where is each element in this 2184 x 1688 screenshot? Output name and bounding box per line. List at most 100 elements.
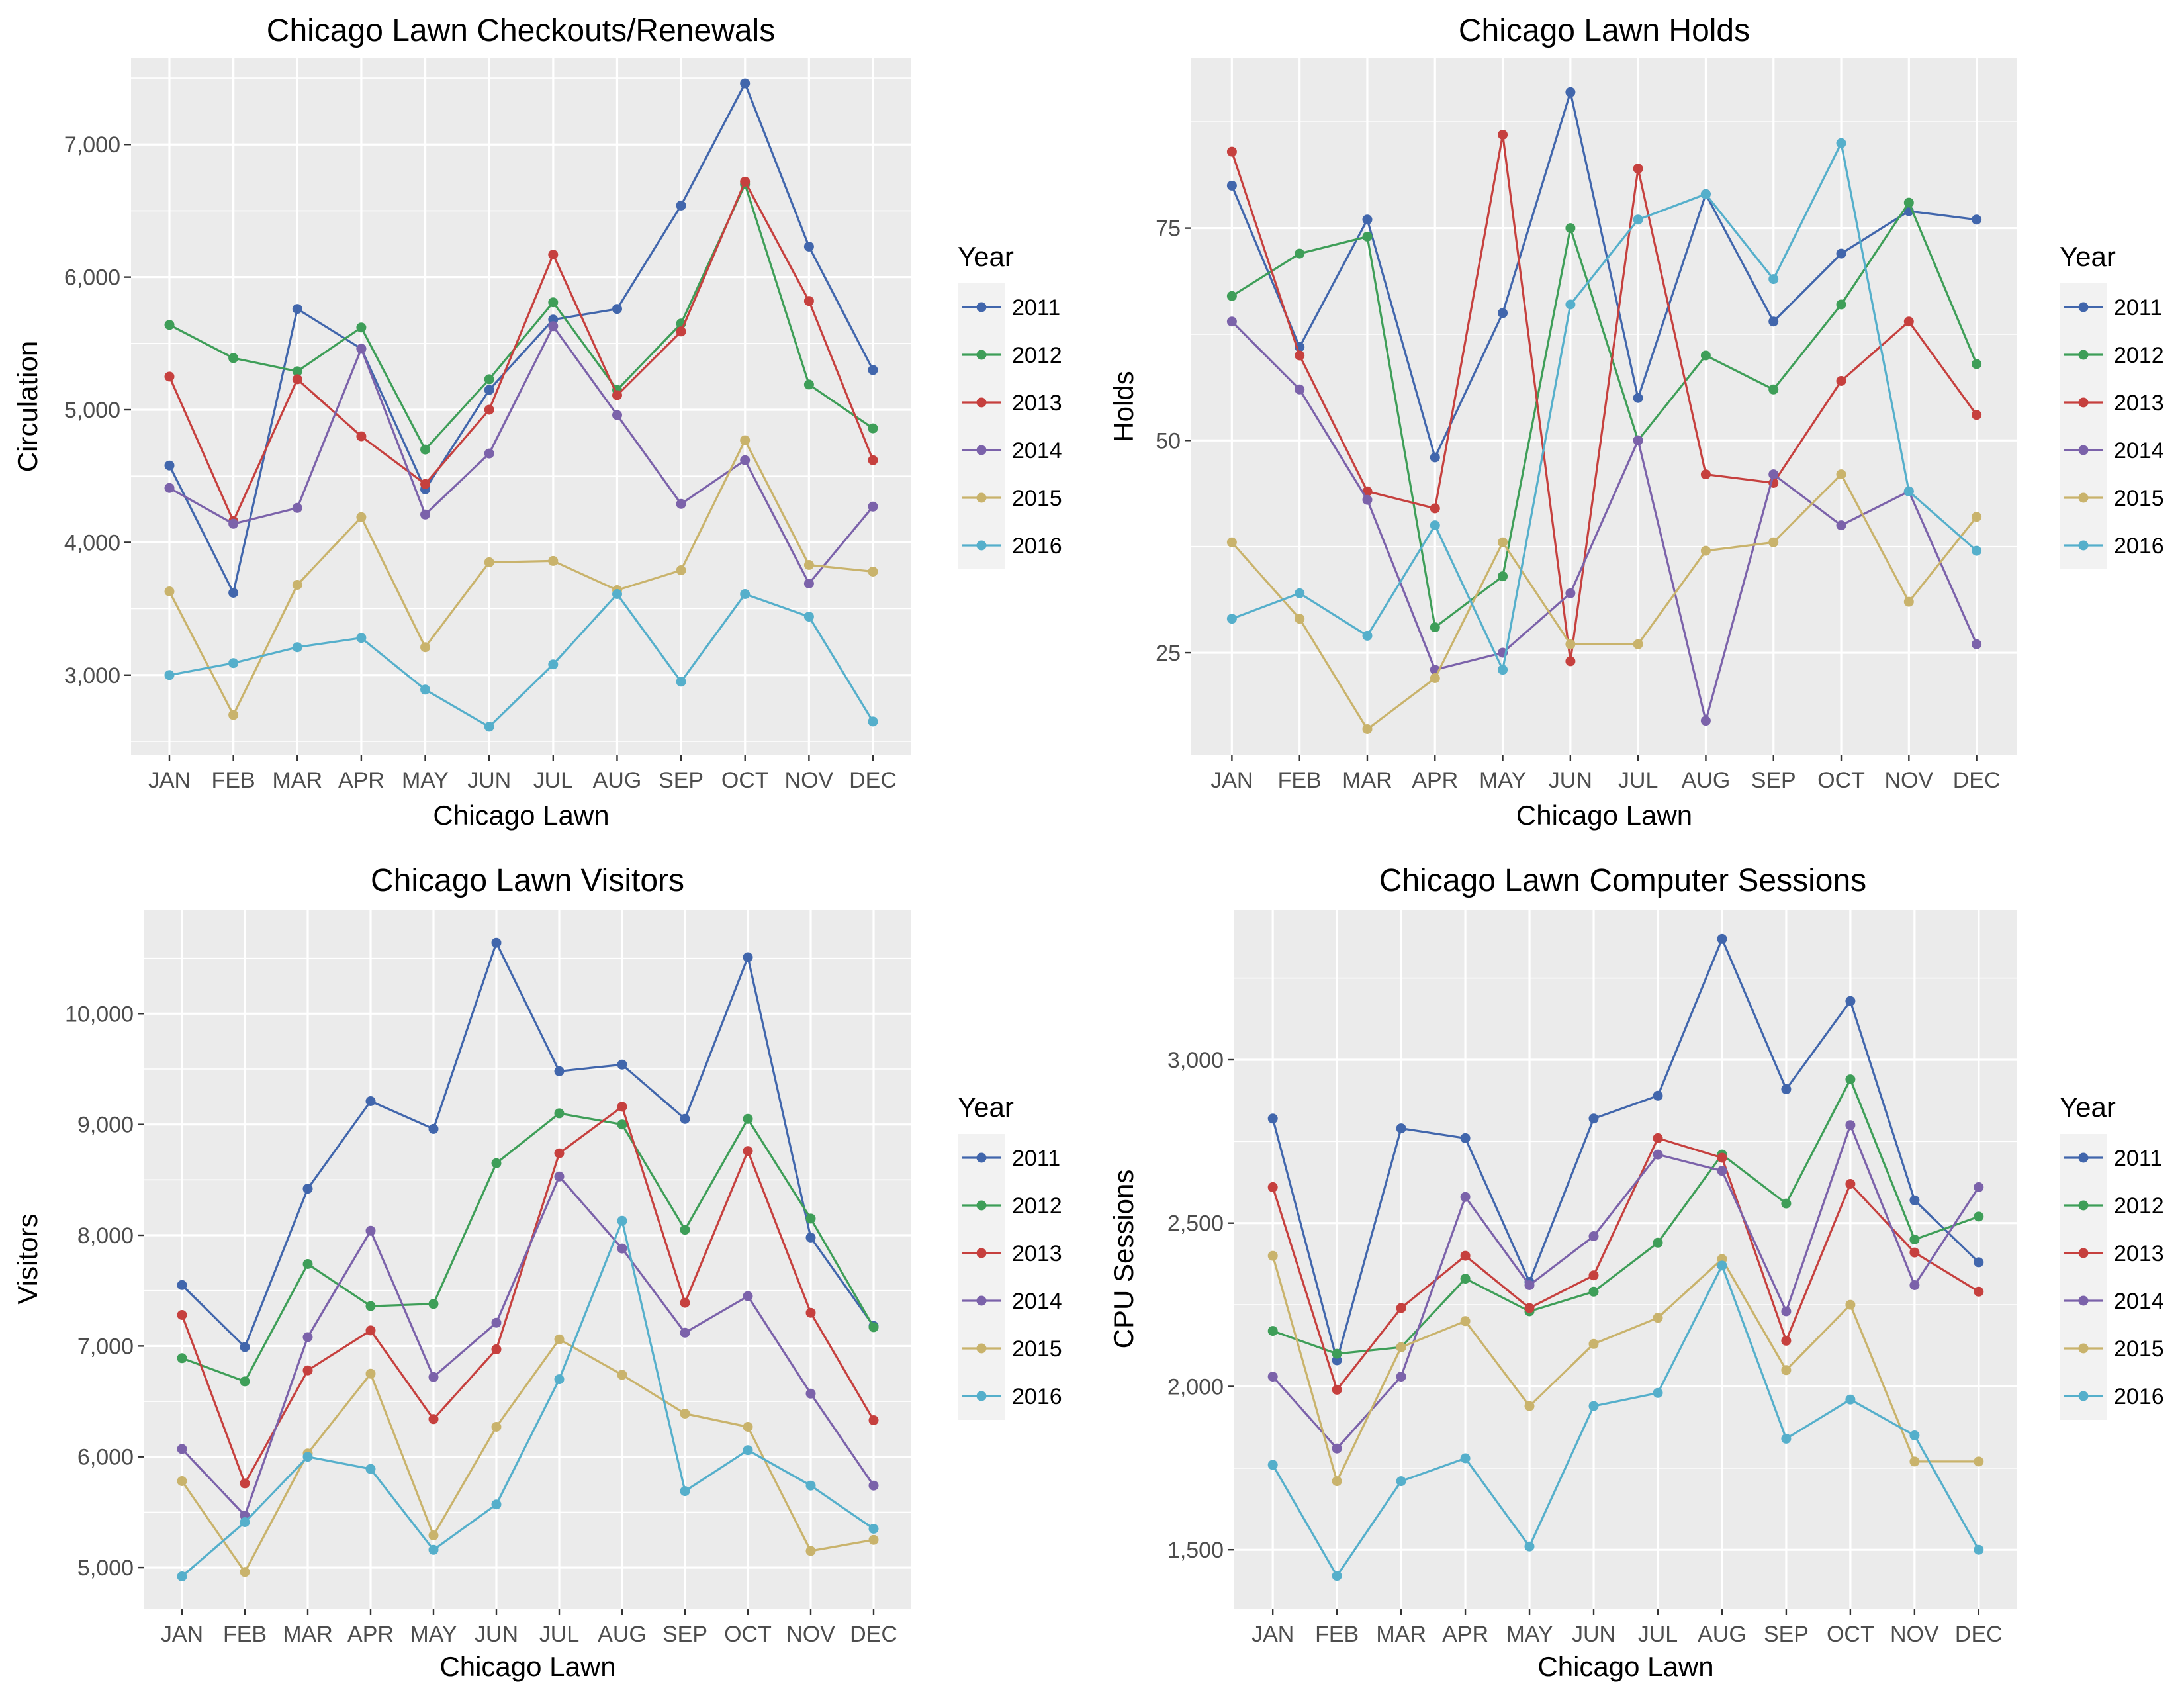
data-point-2013 — [680, 1297, 690, 1308]
x-tick-label: OCT — [1817, 768, 1865, 793]
data-point-2012 — [365, 1301, 376, 1311]
data-point-2011 — [177, 1280, 187, 1290]
data-point-2013 — [548, 250, 559, 260]
data-point-2011 — [1653, 1090, 1663, 1101]
data-point-2014 — [612, 410, 622, 420]
data-point-2013 — [612, 390, 622, 400]
data-point-2013 — [1653, 1133, 1663, 1143]
data-point-2016 — [617, 1215, 627, 1226]
data-point-2012 — [1498, 571, 1508, 582]
data-point-2015 — [680, 1409, 690, 1419]
data-point-2015 — [1653, 1313, 1663, 1323]
chart-title: Chicago Lawn Holds — [1459, 13, 1750, 48]
legend-key-dot — [976, 1391, 987, 1401]
data-point-2012 — [1267, 1326, 1278, 1336]
series-line-2014 — [181, 1175, 875, 1517]
legend-label: 2011 — [2114, 295, 2162, 320]
x-tick-label: MAY — [402, 768, 449, 793]
data-point-2015 — [1836, 469, 1846, 480]
y-tick-label: 7,000 — [77, 1334, 134, 1359]
data-point-2016 — [1524, 1541, 1535, 1552]
data-point-2012 — [420, 444, 430, 455]
x-tick-label: JUN — [1549, 768, 1592, 793]
data-point-2016 — [1768, 274, 1779, 285]
data-point-2012 — [1362, 231, 1373, 242]
data-point-2016 — [612, 589, 622, 599]
data-point-2012 — [1909, 1234, 1920, 1244]
x-tick-label: AUG — [1682, 768, 1731, 793]
chart-holds: 25 50 75 JAN FEB MAR APR MAY JUN JUL AUG SEP OCT NOV D… — [1108, 13, 2164, 831]
legend-item-2016: 2016 — [958, 1372, 1062, 1420]
x-tick-label: JAN — [1210, 768, 1253, 793]
legend-item-2015: 2015 — [958, 474, 1062, 522]
legend-label: 2016 — [2114, 1384, 2164, 1409]
data-point-2012 — [548, 297, 559, 308]
data-point-2016 — [1633, 214, 1643, 225]
data-point-2013 — [868, 455, 878, 465]
x-tick-label: AUG — [1698, 1622, 1747, 1647]
data-point-2011 — [676, 200, 686, 211]
data-point-2011 — [740, 78, 751, 89]
series-line-2016 — [1231, 142, 1978, 671]
x-tick-label: FEB — [1315, 1622, 1359, 1647]
data-point-2011 — [868, 365, 878, 375]
data-point-2013 — [1267, 1182, 1278, 1192]
x-tick-label: MAR — [283, 1622, 333, 1647]
data-point-2013 — [1903, 316, 1914, 327]
data-point-2014 — [1588, 1231, 1599, 1241]
data-point-2016 — [680, 1486, 690, 1497]
x-tick-label: SEP — [662, 1622, 707, 1647]
data-point-2016 — [1717, 1260, 1727, 1271]
legend-item-2013: 2013 — [958, 379, 1062, 426]
data-point-2014 — [1768, 469, 1779, 480]
data-point-2013 — [554, 1148, 565, 1158]
x-tick-label: APR — [1412, 768, 1458, 793]
data-point-2011 — [1972, 214, 1982, 225]
data-point-2012 — [1460, 1274, 1471, 1284]
data-point-2015 — [1267, 1250, 1278, 1261]
data-point-2013 — [1295, 350, 1305, 361]
legend-key-dot — [2078, 1200, 2089, 1211]
data-point-2013 — [1974, 1286, 1984, 1297]
data-point-2012 — [356, 322, 367, 333]
x-axis-label: Chicago Lawn — [1537, 1651, 1713, 1682]
x-tick-label: DEC — [1955, 1622, 2003, 1647]
data-point-2015 — [228, 710, 239, 720]
data-point-2011 — [612, 304, 622, 314]
legend-item-2011: 2011 — [958, 1134, 1060, 1182]
x-tick-label: FEB — [1278, 768, 1322, 793]
x-tick-label: SEP — [1764, 1622, 1809, 1647]
data-point-2013 — [1845, 1179, 1856, 1189]
chart-title: Chicago Lawn Visitors — [371, 863, 684, 898]
data-point-2011 — [1430, 452, 1440, 463]
data-point-2015 — [743, 1422, 753, 1432]
data-point-2014 — [1972, 639, 1982, 649]
x-tick-label: JAN — [148, 768, 191, 793]
data-point-2016 — [1836, 138, 1846, 148]
legend-label: 2016 — [2114, 534, 2164, 559]
x-tick-label: MAY — [1506, 1622, 1553, 1647]
y-tick-label: 4,000 — [64, 530, 120, 555]
data-point-2014 — [805, 1388, 816, 1399]
data-point-2015 — [1295, 614, 1305, 624]
legend-key-dot — [976, 1152, 987, 1163]
legend-key-dot — [2078, 1152, 2089, 1163]
data-point-2014 — [1396, 1372, 1406, 1382]
x-tick-label: APR — [1442, 1622, 1488, 1647]
data-point-2016 — [228, 658, 239, 669]
data-point-2015 — [1524, 1401, 1535, 1411]
legend-label: 2015 — [2114, 486, 2164, 511]
series-line-2016 — [169, 592, 874, 728]
x-axis-label: Chicago Lawn — [1516, 800, 1692, 831]
legend-key-dot — [2078, 302, 2089, 312]
data-point-2013 — [484, 404, 494, 415]
legend-label: 2013 — [1012, 391, 1062, 416]
data-point-2016 — [365, 1464, 376, 1474]
data-point-2015 — [1396, 1342, 1406, 1352]
data-point-2014 — [1267, 1372, 1278, 1382]
legend: Year 2011 2012 2013 2014 2015 2016 — [958, 1092, 1062, 1420]
x-tick-label: OCT — [1827, 1622, 1874, 1647]
x-tick-label: NOV — [1884, 768, 1933, 793]
legend-item-2013: 2013 — [2060, 379, 2164, 426]
data-point-2013 — [164, 371, 175, 382]
